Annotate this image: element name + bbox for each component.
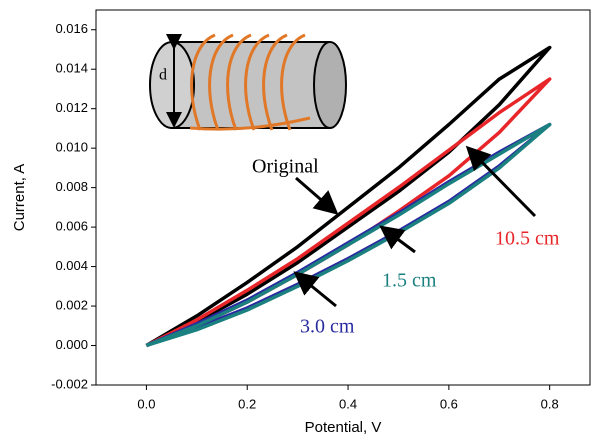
annotation: Original [252, 156, 319, 178]
x-tick-label: 0.8 [541, 396, 559, 411]
annotation: 3.0 cm [300, 316, 355, 338]
x-axis-label: Potential, V [305, 419, 382, 436]
y-tick-label: 0.000 [55, 337, 88, 352]
y-tick-label: -0.002 [51, 376, 88, 391]
annotation: 1.5 cm [382, 270, 437, 292]
annotation-arrow [379, 225, 416, 254]
series-line [145, 45, 552, 348]
y-tick-label: 0.014 [55, 61, 88, 76]
y-tick-label: 0.008 [55, 179, 88, 194]
inset-cylinder [149, 33, 347, 131]
x-tick-label: 0.0 [137, 396, 155, 411]
annotation-arrow [465, 145, 537, 218]
annotation: d [159, 67, 167, 84]
y-tick-label: 0.006 [55, 219, 88, 234]
plot-frame [95, 9, 591, 386]
x-tick-label: 0.6 [440, 396, 458, 411]
y-tick-label: 0.016 [55, 21, 88, 36]
annotation: 10.5 cm [495, 228, 560, 250]
x-tick-label: 0.2 [238, 396, 256, 411]
x-tick-label: 0.4 [339, 396, 357, 411]
annotation-arrow [293, 271, 337, 308]
y-tick-label: 0.004 [55, 258, 88, 273]
y-axis-label: Current, A [11, 164, 28, 232]
y-tick-label: 0.010 [55, 140, 88, 155]
series-line [145, 122, 552, 348]
y-tick-label: 0.002 [55, 297, 88, 312]
annotation-arrow [295, 176, 339, 215]
y-tick-label: 0.012 [55, 100, 88, 115]
